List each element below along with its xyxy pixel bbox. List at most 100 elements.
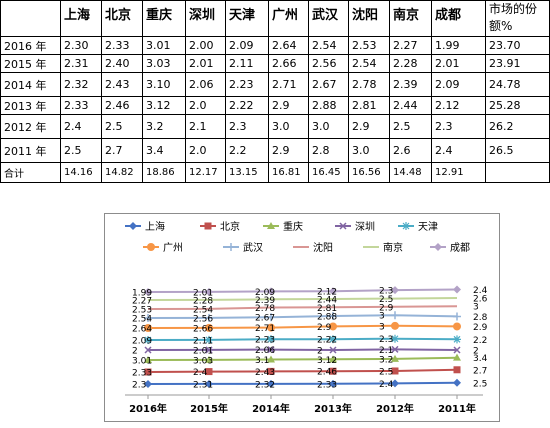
table-cell: 2.88	[308, 96, 349, 115]
table-cell: 2.54	[308, 36, 349, 55]
row-total-label: 合计	[0, 162, 61, 183]
series-6-end-label: 2.9	[473, 323, 488, 333]
x-tick-label: 2011年	[438, 402, 476, 415]
series-1-point	[144, 380, 152, 388]
table-cell: 2.0	[185, 138, 226, 163]
table-cell: 16.56	[348, 162, 390, 183]
table-cell: 2.81	[348, 96, 390, 115]
table-cell: 14.48	[389, 162, 432, 183]
series-6-point	[205, 323, 213, 332]
legend-marker	[267, 222, 275, 229]
table-cell: 2.22	[225, 96, 269, 115]
table-cell: 3.0	[268, 114, 309, 139]
series-8-line	[147, 305, 458, 310]
legend-label: 广州	[163, 242, 183, 254]
table-cell: 2.06	[185, 72, 226, 97]
table-cell: 2.6	[389, 138, 432, 163]
table-cell: 2.5	[389, 114, 432, 139]
series-2-data-label: 2.43	[255, 368, 275, 378]
table-cell: 2.0	[185, 96, 226, 115]
legend-marker	[339, 222, 347, 230]
series-6-data-label: 2.64	[132, 325, 152, 335]
legend-label: 上海	[145, 220, 165, 233]
table-cell: 3.12	[142, 96, 186, 115]
row-year: 2014 年	[0, 72, 61, 97]
series-7-point	[144, 314, 152, 322]
series-2-data-label: 2.4	[193, 368, 208, 378]
table-cell: 2.3	[431, 114, 486, 139]
series-6-point	[329, 322, 337, 331]
table-cell: 2.00	[185, 36, 226, 55]
legend-label: 深圳	[355, 221, 375, 233]
table-cell: 2.27	[389, 36, 432, 55]
table-cell: 3.2	[142, 114, 186, 139]
legend-marker	[402, 222, 410, 230]
series-10-point	[144, 288, 152, 296]
series-3-point	[267, 355, 275, 363]
table-cell: 2.7	[101, 138, 143, 163]
series-7-point	[453, 312, 461, 321]
table-row: 2014 年 2.32 2.43 3.10 2.06 2.23 2.71 2.6…	[0, 72, 550, 97]
series-5-point	[329, 335, 337, 344]
table-cell: 2.66	[268, 54, 309, 73]
series-10-point	[329, 287, 337, 296]
series-7-point	[205, 313, 213, 322]
series-5-data-label: 2.11	[193, 336, 213, 346]
x-tick-label: 2015年	[190, 402, 228, 415]
series-5-end-label: 2.2	[473, 336, 487, 346]
table-cell: 2.40	[101, 54, 143, 73]
series-8-data-label: 2.53	[132, 306, 152, 316]
series-4-data-label: 2.01	[193, 346, 213, 356]
series-7-data-label: 2.54	[132, 315, 152, 325]
series-9-end-label: 2.6	[473, 295, 488, 305]
series-2-line	[147, 368, 458, 373]
table-cell: 2.01	[431, 54, 486, 73]
series-1-data-label: 2.3	[132, 381, 146, 391]
table-cell: 3.01	[142, 36, 186, 55]
x-tick-label: 2012年	[376, 402, 414, 415]
header-cell: 成都	[431, 0, 486, 37]
series-7-point	[329, 311, 337, 320]
table-cell: 12.17	[185, 162, 226, 183]
series-2-data-label: 2.33	[132, 369, 152, 379]
series-8-data-label: 2.9	[379, 303, 394, 313]
table-cell: 2.2	[225, 138, 269, 163]
series-5-data-label: 2.09	[132, 337, 152, 347]
header-cell: 武汉	[308, 0, 349, 37]
series-1-point	[329, 379, 337, 388]
series-5-point	[205, 335, 213, 344]
series-6-data-label: 2.9	[317, 323, 332, 333]
series-10-point	[205, 287, 213, 296]
series-7-line	[147, 314, 458, 319]
series-8-end-label: 3	[473, 303, 479, 313]
table-cell: 26.2	[485, 114, 550, 139]
x-tick-label: 2016年	[129, 402, 167, 415]
series-2-point	[144, 368, 152, 376]
header-cell: 天津	[225, 0, 269, 37]
series-4-data-label: 2.1	[379, 346, 393, 356]
table-cell: 2.53	[348, 36, 390, 55]
series-9-data-label: 2.27	[132, 297, 152, 307]
series-1-line	[147, 381, 458, 385]
series-9-data-label: 2.44	[317, 295, 337, 305]
series-1-data-label: 2.32	[255, 380, 275, 390]
header-cell	[0, 0, 61, 37]
table-cell	[485, 162, 550, 183]
series-4-data-label: 2	[317, 347, 323, 357]
series-9-line	[147, 297, 458, 301]
series-6-point	[267, 323, 275, 332]
series-1-data-label: 2.4	[379, 380, 394, 390]
legend-marker	[227, 243, 235, 251]
series-3-data-label: 3.03	[193, 356, 213, 366]
series-5-data-label: 2.3	[379, 335, 393, 345]
x-tick-label: 2014年	[252, 402, 290, 415]
series-10-point	[267, 287, 275, 296]
legend-label: 天津	[418, 221, 438, 233]
series-4-point	[205, 346, 213, 354]
series-5-point	[391, 334, 399, 343]
series-4-point	[453, 346, 461, 354]
series-2-point	[329, 367, 337, 375]
table-cell: 16.81	[268, 162, 309, 183]
header-cell: 上海	[60, 0, 102, 37]
series-5-point	[453, 335, 461, 344]
